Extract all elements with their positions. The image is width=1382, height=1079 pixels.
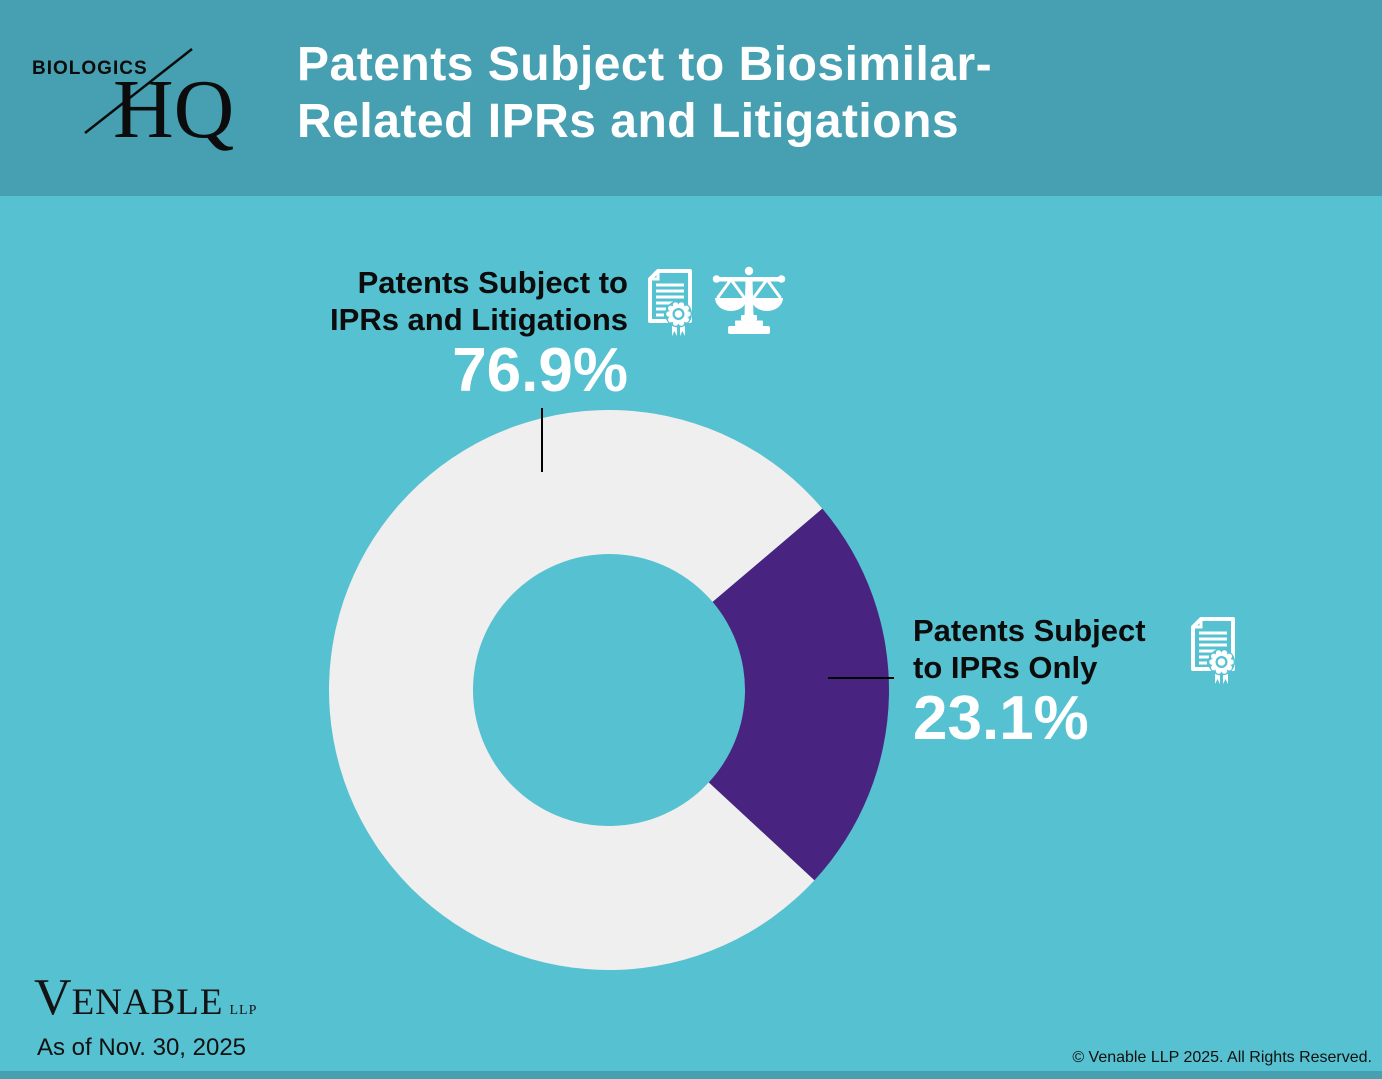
as-of-date: As of Nov. 30, 2025	[37, 1034, 247, 1061]
callout-right-value: 23.1%	[913, 684, 1089, 753]
callout-left-value: 76.9%	[452, 336, 628, 405]
venable-logo-llp: LLP	[229, 1003, 258, 1018]
leader-line-white-slice	[541, 408, 543, 472]
logo-slash-icon	[84, 48, 193, 134]
donut-slice-1	[708, 508, 889, 881]
callout-left-label-line1: Patents Subject to	[357, 265, 628, 300]
page-title-line1: Patents Subject to Biosimilar-	[297, 38, 993, 91]
scales-icon	[708, 266, 790, 338]
venable-logo-rest: ENABLE	[71, 982, 224, 1023]
biologicshq-logo-wordmark: BIOLOGICS	[32, 58, 148, 79]
bottom-band	[0, 1071, 1382, 1079]
page-title: Patents Subject to Biosimilar- Related I…	[297, 36, 992, 150]
callout-iprs-only: Patents Subject to IPRs Only 23.1%	[913, 612, 1213, 750]
page-title-line2: Related IPRs and Litigations	[297, 95, 960, 148]
callout-right-label-line2: to IPRs Only	[913, 650, 1098, 685]
certificate-icon	[1188, 616, 1238, 686]
biologicshq-logo: BIOLOGICS HQ	[30, 40, 260, 180]
callout-left-label-line2: IPRs and Litigations	[330, 302, 628, 337]
certificate-icon	[645, 268, 695, 338]
leader-line-purple-slice	[828, 677, 894, 679]
callout-iprs-and-litigations: Patents Subject to IPRs and Litigations …	[228, 264, 628, 402]
donut-slice-0	[329, 410, 823, 970]
venable-logo: VENABLE LLP	[34, 972, 258, 1024]
venable-logo-initial: V	[34, 969, 72, 1026]
callout-right-label-line1: Patents Subject	[913, 613, 1146, 648]
header-band	[0, 0, 1382, 196]
biologicshq-logo-hq: HQ	[113, 63, 235, 156]
donut-chart	[329, 410, 889, 970]
copyright-notice: © Venable LLP 2025. All Rights Reserved.	[1072, 1049, 1372, 1066]
